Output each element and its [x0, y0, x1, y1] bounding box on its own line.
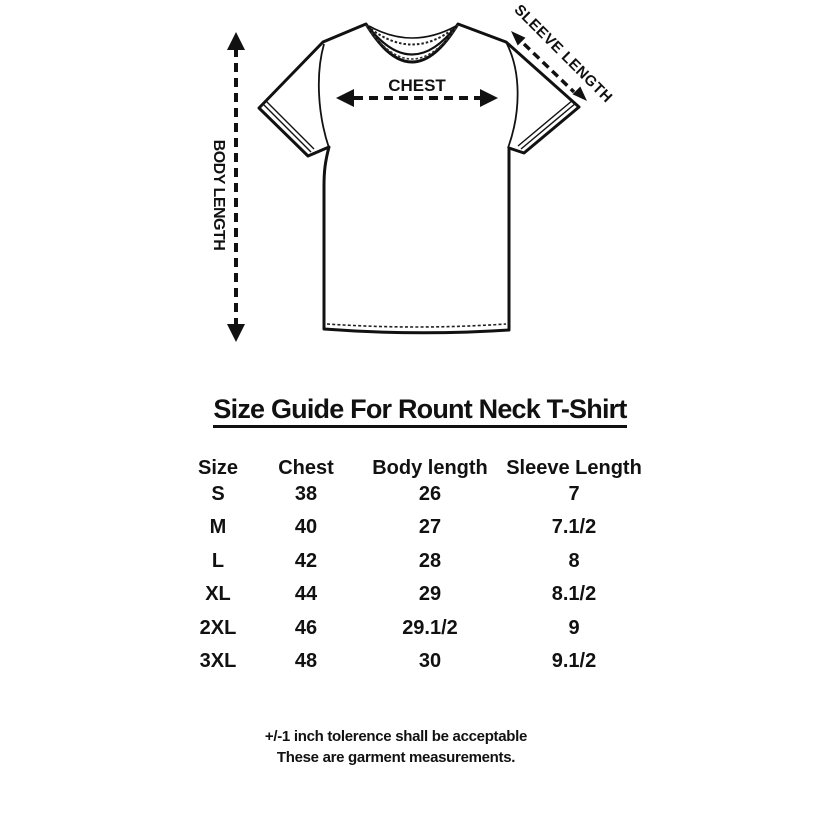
size-cell: 3XL	[199, 649, 237, 672]
chest-label: CHEST	[388, 76, 446, 95]
chest-cell: 46	[294, 616, 318, 639]
chest-cell: 38	[294, 483, 318, 505]
chest-cell: 40	[294, 516, 318, 539]
size-cell: M	[209, 516, 227, 539]
hem-stitch	[326, 323, 507, 328]
body-length-cell: 29.1/2	[402, 616, 458, 639]
column-sleeve-length: Sleeve Length 7 7.1/2 8 8.1/2 9 9.1/2	[464, 458, 684, 678]
sleeve-length-cell: 8	[568, 549, 580, 572]
tshirt-measurement-diagram: CHEST BODY LENGTH SLEEVE LENGTH	[210, 1, 616, 342]
sleeve-length-cell: 8.1/2	[551, 583, 597, 606]
column-header-body-length: Body length	[372, 457, 488, 479]
note-line-1: +/-1 inch tolerence shall be acceptable	[264, 728, 528, 745]
right-cuff-stitch	[517, 99, 577, 150]
sleeve-length-cell: 9.1/2	[551, 649, 597, 672]
page-title: Size Guide For Rount Neck T-Shirt	[213, 396, 627, 428]
column-header-size: Size	[197, 457, 239, 479]
body-length-cell: 26	[418, 483, 442, 505]
note-line-2: These are garment measurements.	[276, 749, 516, 766]
tolerance-notes: +/-1 inch tolerence shall be acceptable …	[146, 726, 646, 768]
right-armhole-seam	[506, 43, 519, 149]
column-body-length: Body length 26 27 28 29 29.1/2 30	[320, 458, 540, 678]
body-length-cell: 27	[418, 516, 442, 539]
sleeve-length-cell: 7	[568, 483, 580, 505]
size-cell: 2XL	[199, 616, 237, 639]
chest-cell: 42	[294, 549, 318, 572]
column-size: Size S M L XL 2XL 3XL	[108, 458, 328, 678]
left-armhole-seam	[317, 43, 330, 149]
body-length-arrow	[227, 32, 245, 342]
size-cell: L	[211, 549, 225, 572]
sleeve-length-arrow	[511, 31, 587, 101]
title-row: Size Guide For Rount Neck T-Shirt	[0, 396, 840, 428]
chest-arrow	[336, 89, 498, 107]
size-cell: XL	[205, 583, 231, 606]
body-length-cell: 28	[418, 549, 442, 572]
tshirt-outline	[257, 22, 581, 335]
column-header-chest: Chest	[278, 457, 334, 479]
body-length-cell: 30	[418, 649, 442, 672]
sleeve-length-cell: 9	[568, 616, 580, 639]
column-chest: Chest 38 40 42 44 46 48	[196, 458, 416, 678]
sleeve-length-cell: 7.1/2	[551, 516, 597, 539]
collar	[365, 24, 459, 60]
chest-cell: 44	[294, 583, 318, 606]
column-header-sleeve-length: Sleeve Length	[506, 457, 642, 479]
chest-cell: 48	[294, 649, 318, 672]
body-length-label: BODY LENGTH	[210, 140, 227, 251]
left-cuff-stitch	[262, 100, 315, 153]
size-cell: S	[211, 483, 225, 505]
body-length-cell: 29	[418, 583, 442, 606]
